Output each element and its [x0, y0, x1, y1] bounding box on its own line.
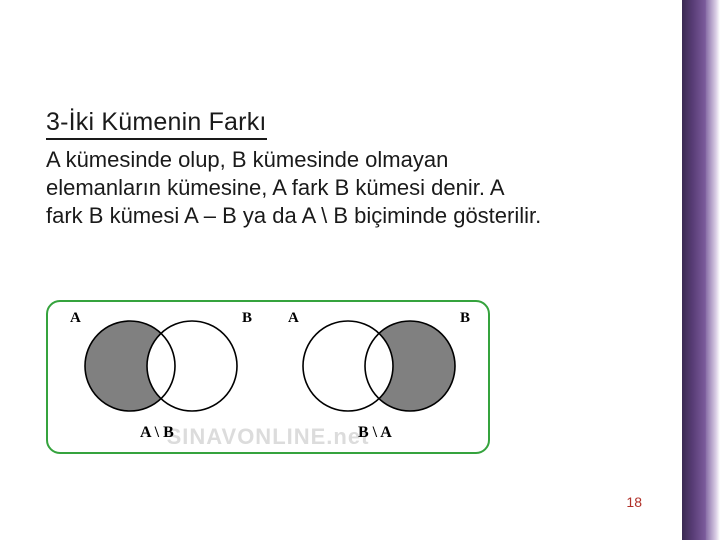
decorative-sidebar [682, 0, 720, 540]
venn-right-label-a: A [288, 310, 299, 327]
venn-left-label-a: A [70, 310, 81, 327]
venn-diagram-figure: SINAVONLINE.net A B A \ B [46, 300, 490, 454]
venn-left-label-b: B [242, 310, 252, 327]
venn-left-caption: A \ B [140, 424, 174, 442]
venn-right-label-b: B [460, 310, 470, 327]
slide-body-text: A kümesinde olup, B kümesinde olmayan el… [46, 146, 546, 230]
slide-heading: 3-İki Kümenin Farkı [46, 108, 267, 140]
venn-left-svg [60, 306, 260, 424]
slide-content: 3-İki Kümenin Farkı A kümesinde olup, B … [46, 108, 606, 230]
venn-right-svg [278, 306, 478, 424]
page-number: 18 [626, 494, 642, 510]
decorative-sidebar-inner [706, 0, 720, 540]
venn-right-caption: B \ A [358, 424, 392, 442]
figure-watermark: SINAVONLINE.net [167, 424, 370, 450]
